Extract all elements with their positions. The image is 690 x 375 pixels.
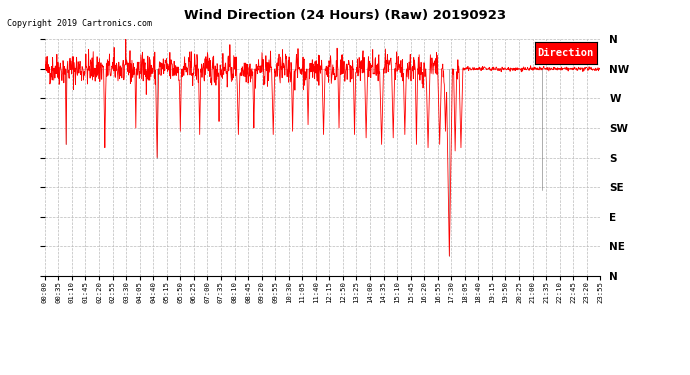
Text: Copyright 2019 Cartronics.com: Copyright 2019 Cartronics.com bbox=[7, 19, 152, 28]
Text: Direction: Direction bbox=[538, 48, 594, 58]
Text: Wind Direction (24 Hours) (Raw) 20190923: Wind Direction (24 Hours) (Raw) 20190923 bbox=[184, 9, 506, 22]
